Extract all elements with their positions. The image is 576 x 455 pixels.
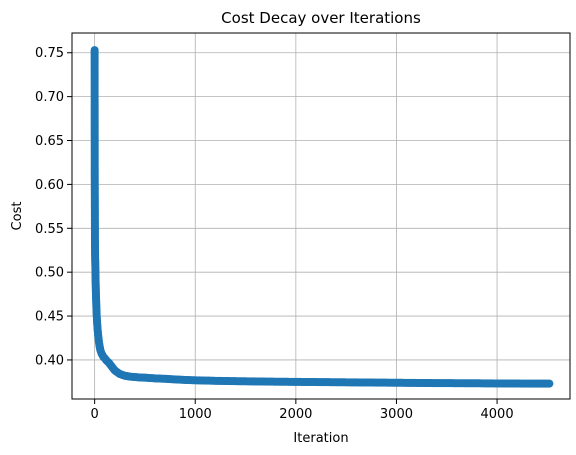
y-tick-label: 0.65 <box>35 134 64 149</box>
grid <box>72 33 570 399</box>
x-axis-title: Iteration <box>293 431 348 446</box>
x-axis-ticks: 0 1000 2000 3000 4000 <box>90 399 514 422</box>
y-axis-title: Cost <box>10 202 25 231</box>
chart-title: Cost Decay over Iterations <box>221 9 421 27</box>
x-tick-label: 3000 <box>380 407 413 422</box>
data-point <box>545 379 554 388</box>
y-axis-ticks: 0.40 0.45 0.50 0.55 0.60 0.65 0.70 0.75 <box>35 46 72 368</box>
y-tick-label: 0.75 <box>35 46 64 61</box>
x-tick-label: 2000 <box>279 407 312 422</box>
y-tick-label: 0.40 <box>35 353 64 368</box>
data-series <box>90 46 554 388</box>
y-tick-label: 0.60 <box>35 178 64 193</box>
x-tick-label: 0 <box>90 407 98 422</box>
x-tick-label: 4000 <box>481 407 514 422</box>
x-tick-label: 1000 <box>179 407 212 422</box>
y-tick-label: 0.45 <box>35 310 64 325</box>
plot-frame <box>71 32 571 400</box>
y-tick-label: 0.55 <box>35 222 64 237</box>
y-tick-label: 0.50 <box>35 266 64 281</box>
y-tick-label: 0.70 <box>35 90 64 105</box>
